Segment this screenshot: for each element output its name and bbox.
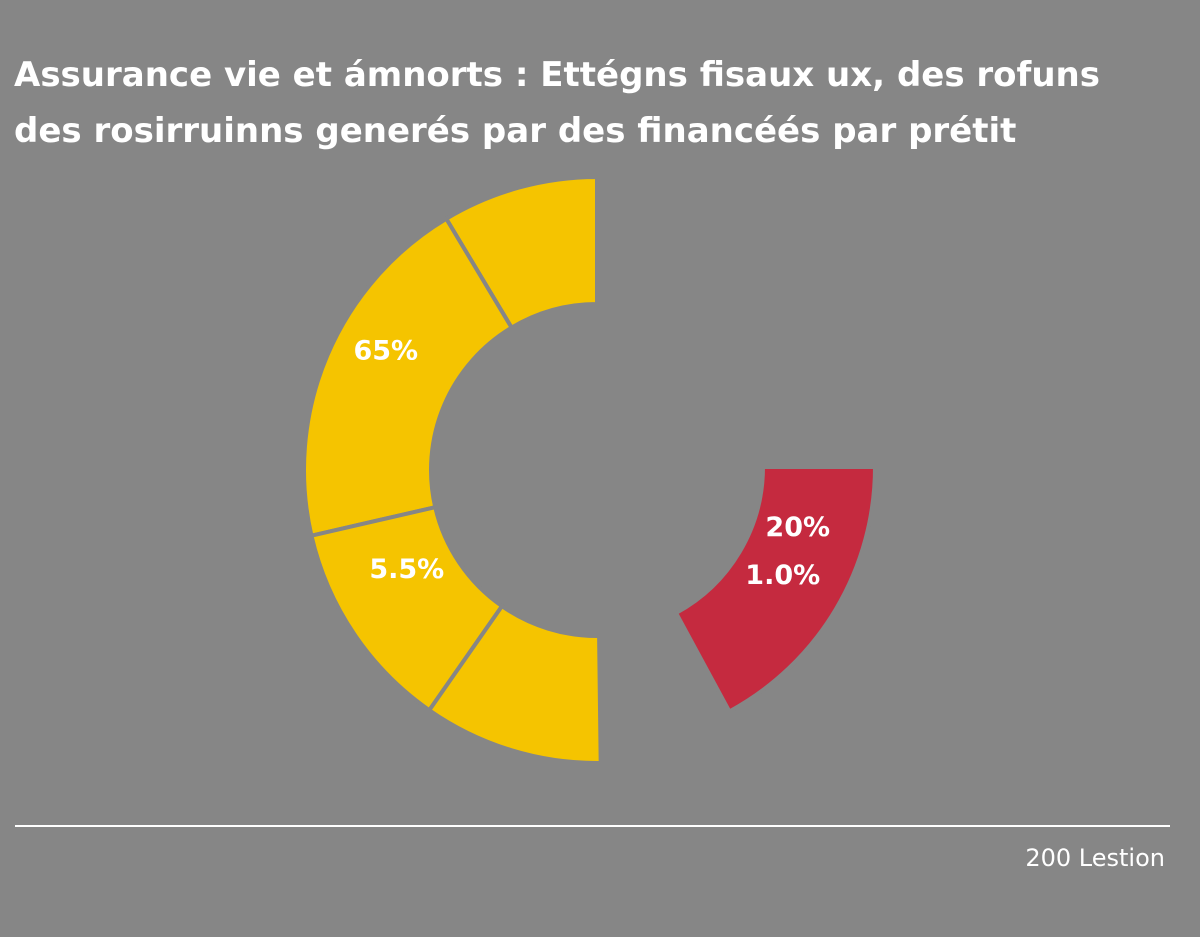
- chart-title: Assurance vie et ámnorts : Ettégns fisau…: [14, 55, 1100, 95]
- donut-segment: [426, 603, 603, 765]
- donut-segment: [302, 215, 515, 539]
- chart-title: des rosirruinns generés par des financéé…: [14, 111, 1016, 151]
- donut-segment: [673, 465, 878, 715]
- segment-label: 65%: [353, 336, 418, 367]
- segment-label: 1.0%: [745, 560, 820, 591]
- segment-label: 5.5%: [369, 554, 444, 585]
- source: 200 Lestion: [1025, 844, 1165, 872]
- segment-label: 20%: [765, 512, 830, 543]
